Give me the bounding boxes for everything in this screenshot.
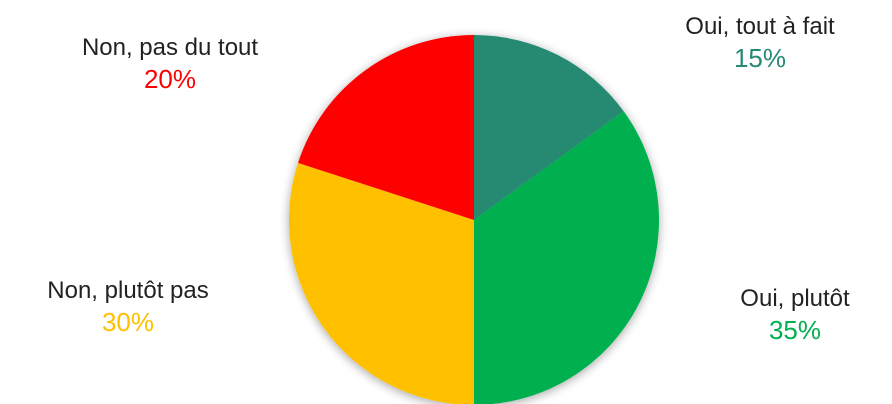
pie-slice-3 [298,35,474,220]
slice-name: Oui, tout à fait [685,13,835,40]
slice-value: 30% [101,307,155,337]
slice-name: Oui, plutôt [740,285,850,312]
slice-label-oui-tout-a-fait: Oui, tout à fait 15% [650,12,870,75]
slice-name: Non, plutôt pas [47,277,209,304]
slice-value: 35% [768,315,822,345]
pie-slices [289,35,659,404]
slice-label-non-pas-du-tout: Non, pas du tout 20% [30,33,310,96]
slice-name: Non, pas du tout [81,34,259,61]
slice-value: 20% [143,64,197,94]
pie-slice-0 [474,35,624,220]
slice-value: 15% [733,43,787,73]
pie-slice-1 [474,111,659,404]
slice-label-oui-plutot: Oui, plutôt 35% [690,284,892,347]
slice-label-non-plutot-pas: Non, plutôt pas 30% [8,276,248,339]
pie-slice-2 [289,162,474,404]
